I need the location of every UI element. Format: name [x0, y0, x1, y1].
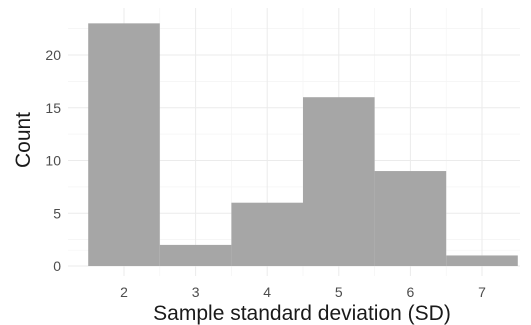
histogram-bar — [374, 171, 447, 266]
x-axis-title: Sample standard deviation (SD) — [153, 302, 451, 325]
histogram-bar — [88, 23, 160, 266]
x-tick-label: 5 — [335, 284, 343, 300]
bars — [88, 23, 518, 266]
y-axis-ticks: 0 5 10 15 20 — [45, 47, 61, 274]
x-tick-label: 6 — [407, 284, 415, 300]
y-tick-label: 20 — [45, 47, 61, 63]
x-tick-label: 4 — [263, 284, 271, 300]
histogram-bar — [159, 244, 232, 266]
x-axis-ticks: 2 3 4 5 6 7 — [120, 284, 486, 300]
x-tick-label: 3 — [192, 284, 200, 300]
histogram-bar — [231, 202, 303, 266]
histogram-bar — [446, 255, 518, 266]
x-tick-label: 7 — [478, 284, 486, 300]
x-tick-label: 2 — [120, 284, 128, 300]
histogram-bar — [303, 97, 375, 266]
y-tick-label: 0 — [53, 258, 61, 274]
y-axis-title: Count — [12, 112, 35, 168]
y-tick-label: 15 — [45, 100, 61, 116]
y-tick-label: 5 — [53, 205, 61, 221]
y-tick-label: 10 — [45, 153, 61, 169]
